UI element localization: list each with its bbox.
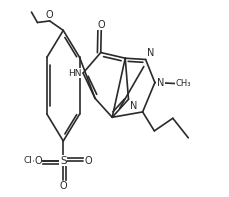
Text: O: O	[46, 10, 54, 20]
Text: CH₃: CH₃	[176, 79, 191, 88]
Text: HN: HN	[68, 69, 81, 78]
Text: O: O	[60, 181, 67, 191]
Text: N: N	[147, 48, 154, 58]
Text: O: O	[98, 20, 105, 30]
Text: S: S	[60, 156, 67, 166]
Text: N: N	[157, 78, 164, 87]
Text: O: O	[85, 156, 92, 166]
Text: O: O	[34, 156, 42, 166]
Text: Cl: Cl	[24, 156, 33, 165]
Text: N: N	[130, 101, 138, 111]
